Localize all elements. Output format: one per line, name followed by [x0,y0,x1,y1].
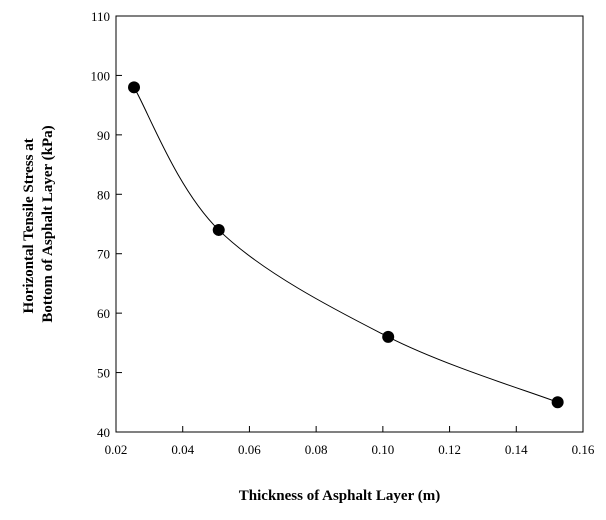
y-axis-title-line-1: Horizontal Tensile Stress at [21,138,37,313]
x-tick-label: 0.06 [238,442,261,457]
x-tick-label: 0.04 [171,442,194,457]
x-tick-label: 0.10 [371,442,394,457]
x-tick-label: 0.02 [105,442,128,457]
y-tick-label: 70 [97,247,110,262]
y-tick-label: 60 [97,306,110,321]
plot-frame [115,15,584,433]
x-tick-label: 0.16 [572,442,595,457]
x-axis-ticks: 0.02 0.04 0.06 0.08 0.10 0.12 0.14 0.16 [105,426,595,457]
y-tick-label: 90 [97,128,110,143]
series-points [128,81,564,409]
x-axis-title: Thickness of Asphalt Layer (m) [239,488,440,504]
y-axis-title: Horizontal Tensile Stress at Bottom of A… [21,125,56,322]
series-line [133,87,558,403]
data-point [551,396,564,409]
y-axis-ticks: 40 50 60 70 80 90 100 110 [91,9,122,440]
data-point [128,81,141,94]
x-tick-label: 0.14 [505,442,528,457]
data-point [382,330,395,343]
y-tick-label: 100 [91,68,111,83]
y-tick-label: 110 [91,9,110,24]
data-point [212,223,225,236]
y-tick-label: 80 [97,187,110,202]
y-tick-label: 50 [97,366,110,381]
y-axis-title-line-2: Bottom of Asphalt Layer (kPa) [40,125,56,322]
x-tick-label: 0.12 [438,442,461,457]
y-tick-label: 40 [97,425,110,440]
x-tick-label: 0.08 [305,442,328,457]
